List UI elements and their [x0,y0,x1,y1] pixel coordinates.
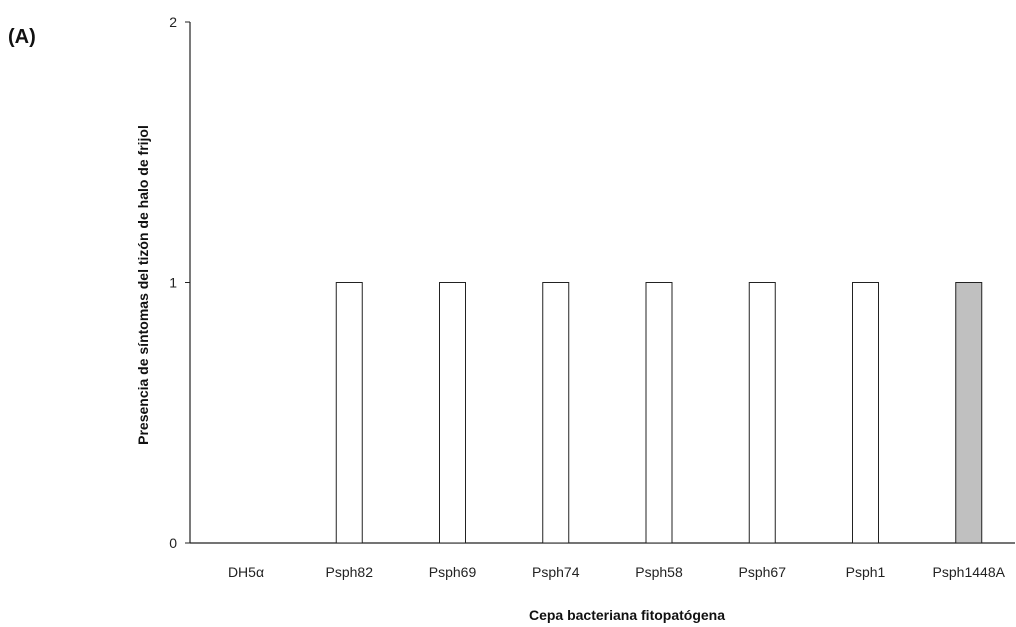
x-tick-label: Psph67 [739,564,787,580]
x-tick-label: Psph74 [532,564,580,580]
bar [748,282,776,544]
x-tick-label: Psph1448A [933,564,1006,580]
x-tick-label: DH5α [228,564,264,580]
y-ticks: 0 1 2 [169,14,190,551]
y-tick-label: 0 [169,535,177,551]
bar [852,282,879,544]
y-tick-label: 2 [169,14,177,30]
chart-bars [335,282,983,544]
bar [439,282,466,544]
x-tick-label: Psph58 [635,564,683,580]
x-tick-label: Psph69 [429,564,477,580]
x-tick-label: Psph82 [326,564,374,580]
bar [645,282,673,544]
panel-label: (A) [8,26,36,48]
bar [542,282,570,544]
x-axis-title: Cepa bacteriana fitopatógena [529,607,725,623]
chart-axes [189,22,1015,544]
x-ticks: DH5α Psph82 Psph69 Psph74 Psph58 Psph67 Psph1 P… [228,564,1006,580]
y-tick-label: 1 [169,275,177,291]
bar [335,282,363,544]
y-axis-title: Presencia de síntomas del tizón de halo … [135,125,151,445]
bar [955,282,983,544]
x-tick-label: Psph1 [846,564,886,580]
